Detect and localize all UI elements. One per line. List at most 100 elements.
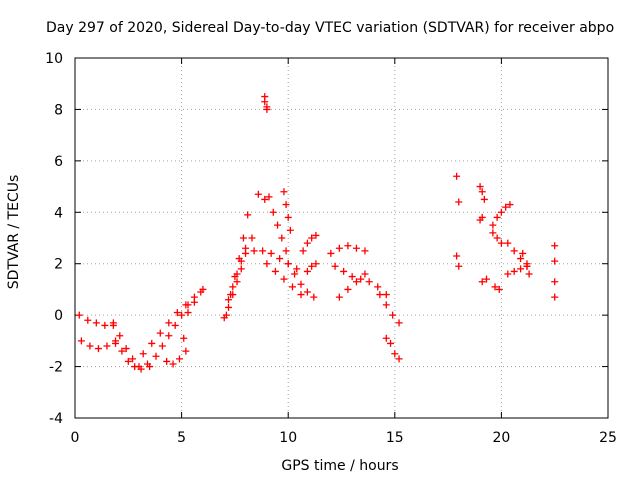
data-point: [357, 275, 365, 283]
data-point: [335, 244, 343, 252]
data-point: [491, 283, 499, 291]
data-point: [103, 342, 111, 350]
data-point: [286, 226, 294, 234]
data-point: [291, 270, 299, 278]
data-point: [280, 275, 288, 283]
data-point: [261, 195, 269, 203]
grid-lines: [75, 58, 608, 418]
data-point: [263, 260, 271, 268]
data-point: [455, 262, 463, 270]
data-point: [282, 201, 290, 209]
data-point: [220, 314, 228, 322]
series-arc-11: [225, 234, 256, 304]
series-arc-18: [284, 260, 318, 301]
data-point: [282, 247, 290, 255]
series-arc-7: [163, 347, 190, 368]
y-tick-label: -2: [49, 360, 63, 376]
axis-ticks: 0 5 10 15 20 25 -4 -2 0 2 4 6 8 10: [45, 51, 617, 446]
series-arc-25: [382, 334, 403, 363]
data-point: [75, 311, 83, 319]
data-point: [312, 260, 320, 268]
data-point: [519, 249, 527, 257]
series-arc-2: [77, 337, 120, 353]
data-point: [389, 311, 397, 319]
data-point: [139, 350, 147, 358]
data-point: [365, 278, 373, 286]
x-tick-label: 25: [599, 430, 617, 446]
data-point: [244, 211, 252, 219]
data-point: [101, 321, 109, 329]
data-point: [502, 203, 510, 211]
data-point: [476, 216, 484, 224]
data-point: [348, 273, 356, 281]
data-point: [504, 239, 512, 247]
series-arc-3: [109, 321, 143, 371]
data-point: [233, 270, 241, 278]
data-point: [129, 355, 137, 363]
data-points: [75, 93, 559, 373]
data-point: [165, 332, 173, 340]
data-point: [523, 260, 531, 268]
data-point: [387, 339, 395, 347]
data-point: [344, 285, 352, 293]
data-point: [551, 293, 559, 301]
data-point: [146, 363, 154, 371]
data-point: [182, 347, 190, 355]
data-point: [506, 201, 514, 209]
data-point: [497, 208, 505, 216]
y-tick-label: 0: [54, 308, 63, 324]
data-point: [510, 247, 518, 255]
series-arc-23: [335, 270, 369, 301]
data-point: [551, 257, 559, 265]
chart-title: Day 297 of 2020, Sidereal Day-to-day VTE…: [46, 20, 615, 36]
x-tick-label: 5: [177, 430, 186, 446]
data-point: [453, 172, 461, 180]
data-point: [489, 229, 497, 237]
x-tick-label: 15: [386, 430, 404, 446]
series-arc-1: [75, 311, 117, 329]
data-point: [225, 296, 233, 304]
data-point: [92, 319, 100, 327]
series-arc-29: [489, 229, 505, 247]
data-point: [112, 337, 120, 345]
y-tick-label: 6: [54, 154, 63, 170]
series-arc-27: [476, 183, 488, 224]
x-tick-label: 20: [492, 430, 510, 446]
data-point: [152, 352, 160, 360]
data-point: [476, 183, 484, 191]
x-tick-label: 10: [279, 430, 297, 446]
series-arc-10: [220, 265, 245, 322]
data-point: [327, 249, 335, 257]
series-arc-24: [376, 291, 403, 327]
x-tick-label: 0: [71, 430, 80, 446]
data-point: [229, 291, 237, 299]
data-point: [77, 337, 85, 345]
series-arc-4: [112, 337, 151, 373]
data-point: [131, 363, 139, 371]
data-point: [175, 355, 183, 363]
series-arc-21: [327, 242, 369, 257]
y-tick-label: -4: [49, 411, 63, 427]
data-point: [254, 190, 262, 198]
y-tick-label: 10: [45, 51, 63, 67]
data-point: [303, 267, 311, 275]
series-arc-5: [139, 285, 207, 358]
data-point: [274, 221, 282, 229]
data-point: [284, 213, 292, 221]
series-arc-13: [254, 190, 269, 203]
series-arc-6: [146, 301, 192, 371]
data-point: [504, 270, 512, 278]
data-point: [391, 350, 399, 358]
data-point: [118, 347, 126, 355]
data-point: [242, 249, 250, 257]
data-point: [250, 247, 258, 255]
data-point: [148, 339, 156, 347]
data-point: [237, 265, 245, 273]
data-point: [284, 260, 292, 268]
data-point: [303, 239, 311, 247]
data-point: [310, 293, 318, 301]
data-point: [344, 242, 352, 250]
data-point: [122, 345, 130, 353]
data-point: [331, 262, 339, 270]
data-point: [180, 334, 188, 342]
